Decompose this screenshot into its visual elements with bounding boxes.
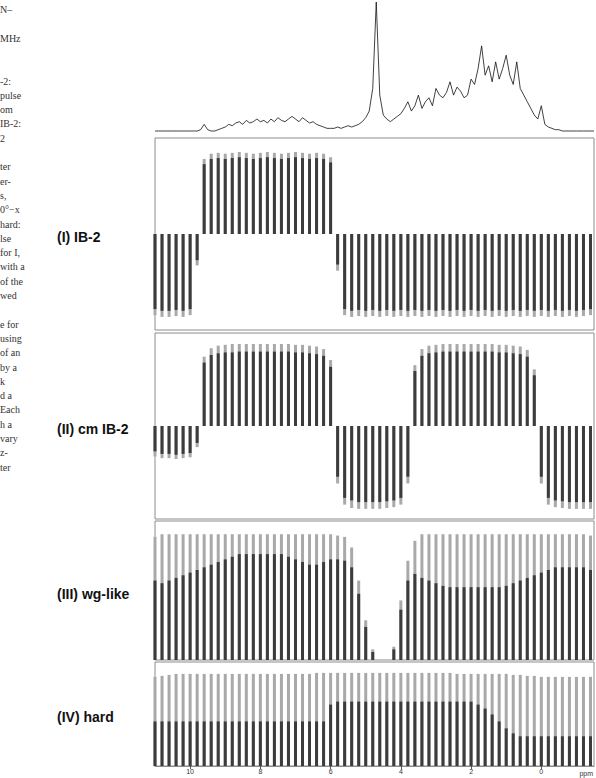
html-text:for I,: for I, [0, 247, 20, 259]
html-text:-2:: -2: [0, 75, 12, 87]
html-text:z-: z- [0, 447, 8, 459]
svg-text:10: 10 [186, 768, 194, 775]
html-text:k: k [0, 375, 5, 387]
svg-text:(II) cm IB-2: (II) cm IB-2 [57, 421, 129, 437]
html-text:ter: ter [0, 161, 11, 173]
html-text:d a: d a [0, 390, 12, 402]
html-text:0°−x: 0°−x [0, 204, 20, 216]
html-text:IB-2:: IB-2: [0, 118, 22, 130]
html-text:of the: of the [0, 275, 23, 287]
svg-text:ppm: ppm [579, 770, 593, 778]
svg-text:(IV) hard: (IV) hard [57, 709, 114, 725]
html-text:MHz: MHz [0, 32, 21, 44]
html-text:by a: by a [0, 361, 17, 373]
html-text:om: om [0, 104, 13, 116]
html-text:vary: vary [0, 433, 18, 444]
html-text:e for: e for [0, 318, 19, 330]
svg-text:2: 2 [469, 768, 473, 775]
html-text:N–: N– [0, 4, 13, 15]
html-text:wed: wed [0, 290, 17, 301]
html-text:lse: lse [0, 232, 12, 244]
svg-text:0: 0 [539, 768, 543, 775]
svg-text:8: 8 [258, 768, 262, 775]
html-text:2: 2 [0, 132, 5, 144]
svg-text:(I) IB-2: (I) IB-2 [57, 229, 101, 245]
html-text:using: using [0, 332, 22, 344]
html-text:Each: Each [0, 404, 20, 416]
html-text:pulse: pulse [0, 89, 22, 101]
svg-text:(III) wg-like: (III) wg-like [57, 586, 130, 602]
html-text:er-: er- [0, 175, 11, 187]
svg-text:6: 6 [329, 768, 333, 775]
html-text:hard:: hard: [0, 218, 21, 230]
html-text:s,: s, [0, 189, 7, 201]
html-text:ter: ter [0, 461, 11, 473]
svg-text:4: 4 [399, 768, 403, 775]
html-text:with a: with a [0, 261, 25, 273]
html-text:of an: of an [0, 347, 21, 359]
html-text:h a: h a [0, 418, 12, 430]
